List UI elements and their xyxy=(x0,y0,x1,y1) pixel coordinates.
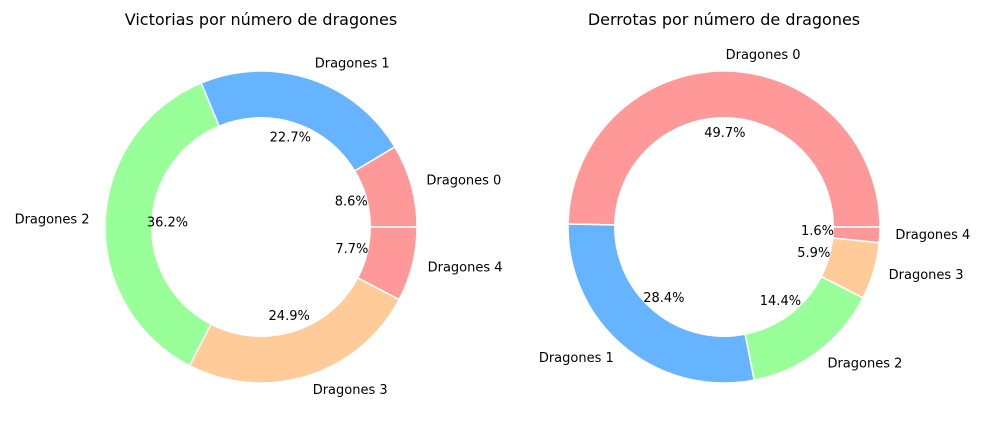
slice-category-label: Dragones 1 xyxy=(539,351,614,366)
chart-derrotas: Derrotas por número de dragones 49.7% Dra… xyxy=(539,10,971,384)
slice-category-label: Dragones 0 xyxy=(426,174,501,189)
slice-category-label: Dragones 2 xyxy=(15,213,90,228)
slice-percent-label: 22.7% xyxy=(270,131,311,146)
slice-percent-label: 7.7% xyxy=(335,242,368,257)
slice-percent-label: 1.6% xyxy=(801,224,834,239)
slices xyxy=(104,70,418,384)
slice-percent-label: 8.6% xyxy=(335,195,368,210)
slice-percent-label: 36.2% xyxy=(147,216,188,231)
slice-category-label: Dragones 0 xyxy=(726,48,801,63)
slice-dragones-4 xyxy=(831,226,881,244)
slice-category-label: Dragones 2 xyxy=(827,356,902,371)
chart-title: Derrotas por número de dragones xyxy=(588,10,860,29)
slice-dragones-0 xyxy=(567,70,881,228)
slice-category-label: Dragones 3 xyxy=(889,268,964,283)
slice-category-label: Dragones 4 xyxy=(895,228,970,243)
labels: 49.7% Dragones 0 28.4% Dragones 1 14.4% Drago… xyxy=(539,48,971,371)
chart-victorias: Victorias por número de dragones 8.6% Dra… xyxy=(15,10,503,398)
slice-percent-label: 14.4% xyxy=(760,294,801,309)
slice-category-label: Dragones 4 xyxy=(428,261,503,276)
slice-dragones-2 xyxy=(104,81,221,367)
slice-category-label: Dragones 3 xyxy=(313,383,388,398)
slices xyxy=(567,70,881,384)
slice-percent-label: 24.9% xyxy=(269,309,310,324)
labels: 8.6% Dragones 0 22.7% Dragones 1 36.2% Dragon… xyxy=(15,57,503,399)
slice-dragones-1 xyxy=(200,70,396,172)
chart-title: Victorias por número de dragones xyxy=(125,10,397,29)
slice-percent-label: 5.9% xyxy=(797,246,830,261)
slice-dragones-4 xyxy=(356,226,418,301)
slice-category-label: Dragones 1 xyxy=(315,57,390,72)
slice-dragones-3 xyxy=(188,276,401,384)
slice-percent-label: 49.7% xyxy=(704,126,745,141)
slice-percent-label: 28.4% xyxy=(643,291,684,306)
